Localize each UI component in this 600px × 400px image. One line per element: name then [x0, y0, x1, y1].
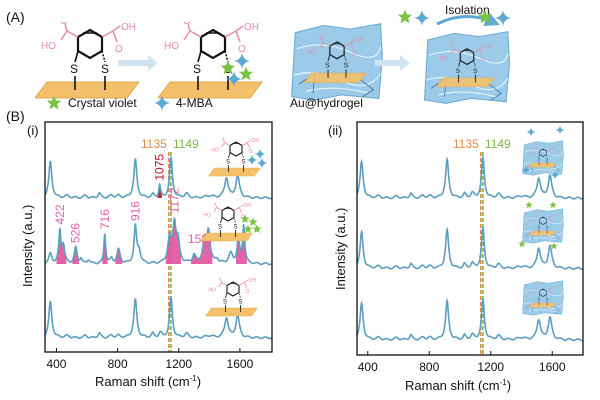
x-tick-label: 400 — [358, 360, 378, 374]
x-tick-label: 800 — [108, 357, 128, 371]
panel-i-label: (i) — [27, 123, 39, 138]
inset-hydrogel-crystal-violet-icon — [523, 209, 564, 243]
spectra-chart-ii: (ii) 1135 1149 Intensity (a.u.) Raman shi… — [328, 121, 584, 393]
panel-ii-label: (ii) — [328, 123, 342, 138]
au-hydrogel-icon — [292, 24, 383, 100]
4-mba-sparkle-icon — [526, 127, 536, 137]
isolation-label: Isolation — [445, 3, 490, 17]
4-mba-sparkle-icon — [494, 9, 512, 27]
4-mba-sparkle-icon — [413, 9, 431, 27]
peak-fill — [115, 249, 123, 264]
inset-bare-substrate-icon — [205, 278, 259, 317]
x-axis-label-main: Raman shift (cm — [405, 378, 500, 393]
spectrum-line-1 — [356, 156, 584, 200]
molecule-on-gold-icon — [35, 22, 141, 100]
x-axis-label: Raman shift (cm-1) — [95, 374, 201, 389]
peak-label-422: 422 — [53, 204, 67, 224]
spectrum-line-3 — [44, 296, 273, 340]
4-mba-sparkle-icon — [246, 154, 258, 166]
spectrum-line-3 — [356, 297, 583, 342]
peak-label-526: 526 — [69, 223, 83, 243]
reference-label-1149: 1149 — [485, 137, 511, 151]
4-mba-sparkle-icon — [256, 157, 268, 169]
reference-label-1149: 1149 — [173, 137, 199, 151]
plot-frame — [44, 121, 273, 353]
x-tick-label: 1200 — [477, 360, 504, 374]
crystal-violet-star-icon — [238, 66, 254, 81]
plot-frame — [356, 121, 584, 356]
4-mba-sparkle-icon — [555, 125, 565, 135]
y-axis-label: Intensity (a.u.) — [333, 208, 348, 290]
molecule-with-analytes-icon — [158, 22, 264, 100]
spectrum-line-1 — [44, 156, 273, 200]
right-arrow-icon — [118, 55, 158, 71]
crystal-violet-star-icon — [252, 224, 262, 233]
au-hydrogel-isolated-icon — [425, 32, 510, 104]
4-mba-sparkle-icon — [254, 148, 266, 160]
x-axis-label-close: ) — [197, 374, 201, 389]
crystal-violet-star-icon — [549, 201, 557, 209]
au-hydrogel-label: Au@hydrogel — [290, 96, 363, 110]
inset-hydrogel-icon — [523, 281, 564, 315]
inset-4-mba-substrate-icon — [208, 138, 262, 177]
x-axis-label: Raman shift (cm-1) — [405, 378, 511, 393]
legend-4-mba: 4-MBA — [176, 96, 213, 110]
peak-label-916: 916 — [128, 201, 142, 221]
x-tick-label: 400 — [46, 357, 66, 371]
reference-label-1135: 1135 — [141, 137, 167, 151]
peak-label-1075: 1075 — [153, 154, 167, 181]
x-tick-label: 1600 — [539, 360, 566, 374]
x-tick-label: 1200 — [165, 357, 192, 371]
x-axis-label-sup: -1 — [190, 374, 198, 383]
spectrum-line-2 — [44, 217, 273, 266]
panel-a-label: (A) — [6, 9, 25, 25]
y-axis-label: Intensity (a.u.) — [20, 205, 35, 287]
x-axis-label-main: Raman shift (cm — [95, 374, 190, 389]
spectrum-line-2 — [356, 226, 583, 270]
crystal-violet-star-icon — [397, 9, 413, 24]
right-arrow-icon — [375, 55, 410, 71]
x-tick-label: 800 — [419, 360, 439, 374]
x-axis-label-close: ) — [507, 378, 511, 393]
x-tick-label: 1600 — [227, 357, 254, 371]
x-axis-label-sup: -1 — [500, 378, 508, 387]
legend-crystal-violet: Crystal violet — [68, 96, 137, 110]
peak-fill — [72, 247, 80, 264]
peak-label-1172: 1172 — [167, 187, 181, 213]
peak-label-716: 716 — [98, 209, 112, 229]
panel-b-label: (B) — [6, 108, 25, 124]
crystal-violet-star-icon — [248, 217, 258, 226]
peak-fill — [165, 217, 182, 264]
4-mba-sparkle-icon — [233, 52, 251, 70]
crystal-violet-star-icon — [525, 201, 533, 209]
panel-a: (A) Isolation Crystal violet 4-MBA Au@hy… — [6, 3, 512, 112]
reference-label-1135: 1135 — [453, 137, 479, 151]
